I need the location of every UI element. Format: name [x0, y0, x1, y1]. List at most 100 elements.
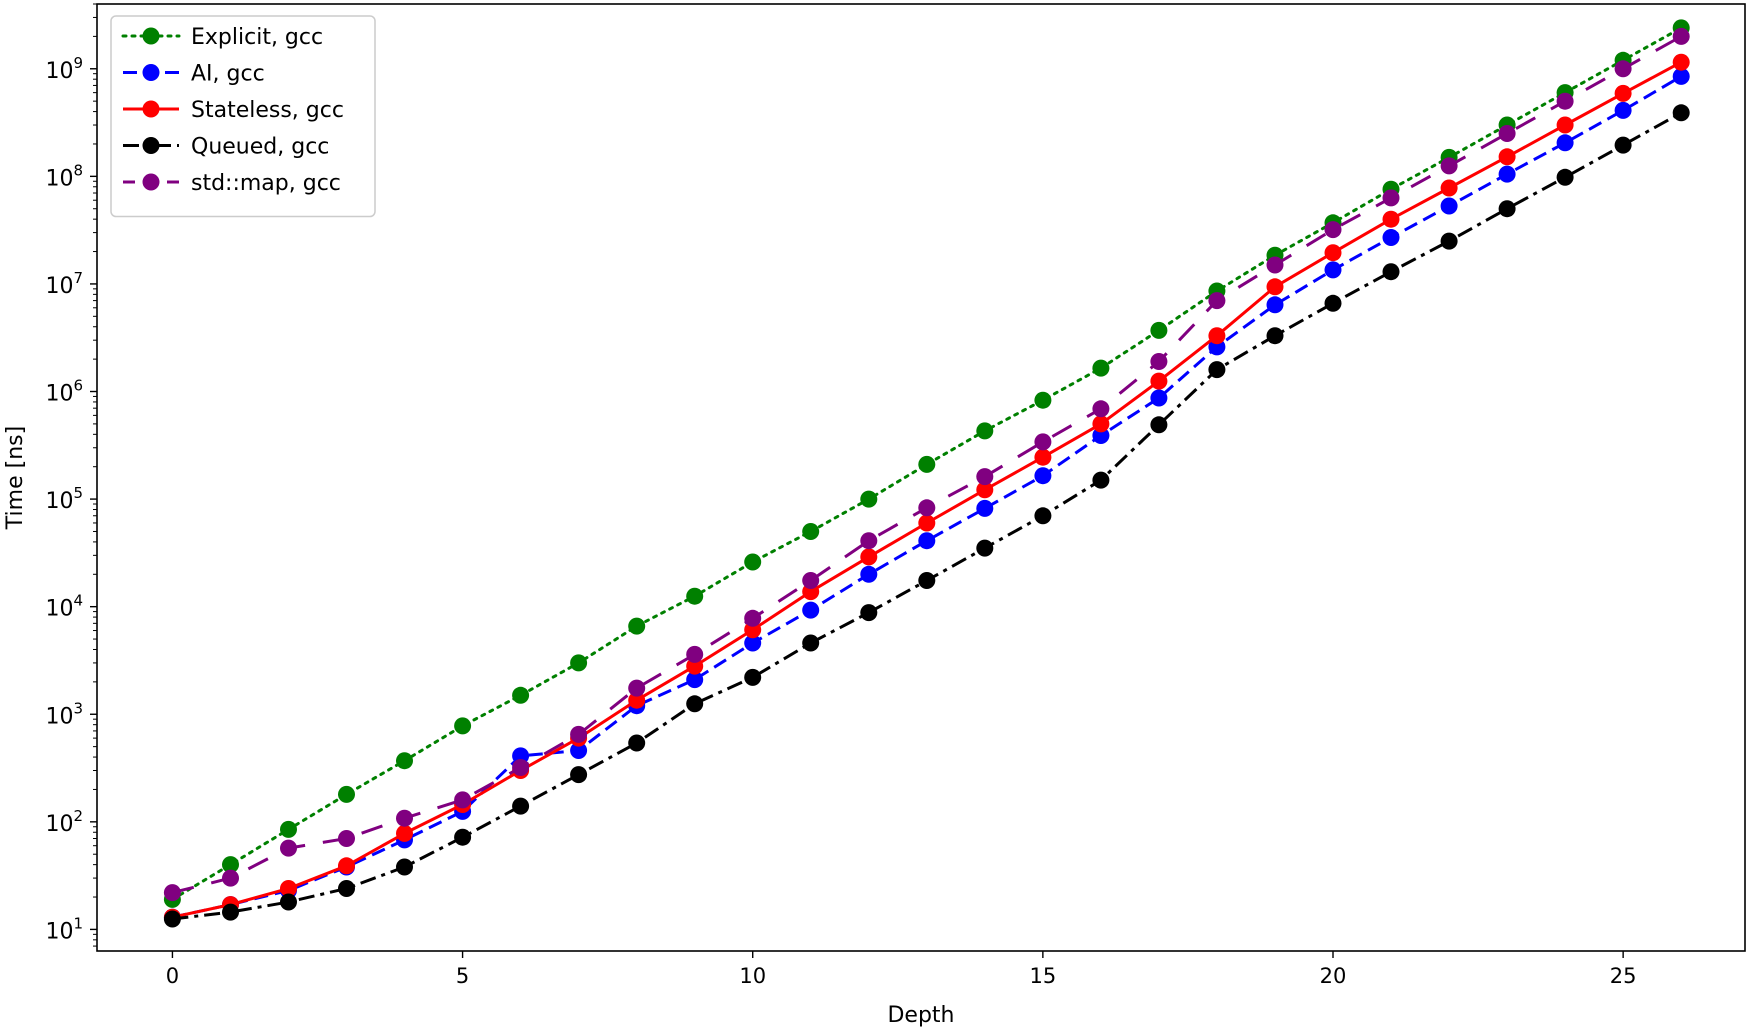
- data-point: [1614, 60, 1632, 78]
- y-tick-label: 105: [45, 484, 83, 514]
- y-tick-label: 106: [45, 377, 83, 407]
- data-point: [1208, 292, 1226, 310]
- legend-item: AI, gcc: [123, 62, 265, 87]
- plot-frame: [96, 3, 1746, 952]
- data-point: [1150, 416, 1168, 434]
- data-point: [1150, 372, 1168, 390]
- data-point: [744, 634, 762, 652]
- data-point: [1324, 221, 1342, 239]
- data-point: [570, 742, 588, 759]
- data-point: [338, 830, 355, 847]
- legend-marker: [142, 137, 160, 154]
- legend-label: Stateless, gcc: [191, 98, 344, 123]
- series-4: [163, 27, 1690, 902]
- data-point: [1440, 197, 1458, 215]
- data-point: [1614, 84, 1632, 102]
- y-tick-label: 104: [45, 592, 83, 622]
- data-point: [686, 645, 704, 663]
- data-point: [1382, 229, 1400, 246]
- data-point: [1266, 278, 1284, 296]
- data-point: [1092, 359, 1110, 377]
- x-tick-label: 10: [739, 964, 766, 988]
- data-point: [976, 468, 994, 486]
- data-point: [1382, 210, 1400, 228]
- data-point: [1556, 92, 1574, 110]
- legend-item: Explicit, gcc: [121, 25, 323, 50]
- data-point: [686, 657, 704, 675]
- data-point: [1150, 353, 1168, 370]
- data-point: [976, 481, 994, 499]
- data-point: [1034, 391, 1052, 409]
- data-point: [222, 869, 239, 887]
- data-point: [1556, 168, 1574, 186]
- data-point: [396, 858, 413, 876]
- data-point: [976, 422, 994, 440]
- legend-marker: [142, 100, 160, 118]
- data-point: [976, 539, 994, 557]
- legend-marker: [142, 173, 160, 191]
- y-tick-label: 102: [45, 807, 83, 837]
- data-point: [628, 679, 646, 697]
- data-point: [1498, 200, 1516, 218]
- y-tick-label: 101: [45, 914, 83, 944]
- data-point: [918, 514, 936, 532]
- data-point: [1324, 244, 1342, 262]
- data-point: [860, 548, 878, 566]
- data-point: [1382, 189, 1400, 207]
- data-point: [1672, 53, 1690, 71]
- data-point: [976, 499, 994, 517]
- data-point: [396, 809, 413, 827]
- data-point: [280, 839, 297, 857]
- data-point: [1672, 27, 1690, 45]
- data-point: [802, 523, 820, 540]
- data-point: [1556, 134, 1574, 152]
- data-point: [1324, 261, 1342, 279]
- x-tick-label: 5: [456, 964, 469, 988]
- data-point: [163, 910, 181, 928]
- data-point: [570, 654, 588, 672]
- x-tick-label: 25: [1610, 964, 1637, 988]
- y-axis-label: Time [ns]: [3, 426, 28, 530]
- legend-marker: [142, 27, 160, 45]
- data-point: [628, 691, 646, 709]
- data-point: [338, 880, 355, 897]
- data-point: [1498, 165, 1516, 183]
- data-point: [802, 634, 820, 652]
- series-line: [172, 75, 1682, 919]
- legend-item: Queued, gcc: [123, 135, 329, 160]
- y-tick-label: 108: [45, 161, 83, 191]
- data-point: [860, 565, 878, 583]
- data-point: [396, 752, 413, 770]
- data-point: [1498, 125, 1516, 142]
- legend: Explicit, gcc AI, gcc Stateless, gcc Queued…: [110, 15, 376, 218]
- data-point: [1034, 433, 1052, 451]
- data-point: [454, 828, 472, 846]
- data-point: [1092, 471, 1110, 489]
- data-point: [1150, 389, 1168, 407]
- data-point: [686, 671, 704, 689]
- data-point: [744, 609, 762, 627]
- data-point: [1092, 415, 1110, 433]
- data-point: [512, 759, 530, 776]
- data-point: [918, 532, 936, 550]
- y-tick-label: 107: [45, 269, 83, 299]
- data-point: [918, 499, 936, 517]
- data-point: [222, 903, 239, 921]
- data-point: [802, 572, 820, 589]
- legend-label: Explicit, gcc: [191, 25, 323, 50]
- legend-item: Stateless, gcc: [123, 98, 344, 123]
- series-layer: [163, 19, 1690, 928]
- data-point: [1266, 327, 1284, 345]
- data-point: [396, 824, 413, 842]
- data-point: [512, 797, 530, 815]
- legend-label: std::map, gcc: [191, 171, 341, 196]
- data-point: [802, 601, 820, 619]
- data-point: [860, 604, 878, 622]
- legend-marker: [142, 64, 160, 81]
- data-point: [1556, 116, 1574, 134]
- data-point: [1614, 101, 1632, 119]
- data-point: [1498, 148, 1516, 166]
- legend-item: std::map, gcc: [123, 171, 341, 196]
